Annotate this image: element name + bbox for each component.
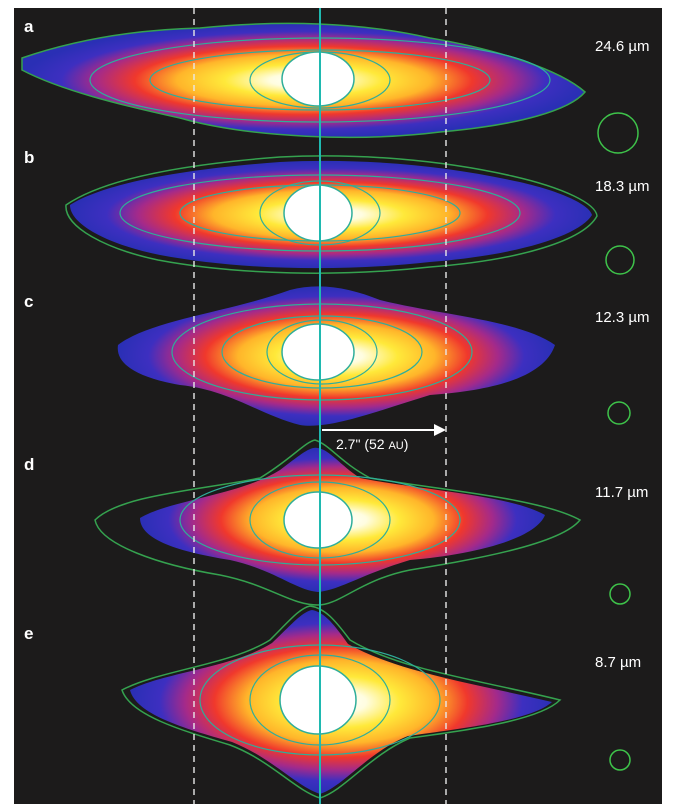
beam-circle-a (597, 112, 639, 154)
contour-c-3 (266, 319, 378, 385)
wavelength-label-c: 12.3 µm (595, 309, 650, 326)
beam-circle-c (607, 401, 631, 425)
contour-c-1 (171, 303, 473, 401)
scale-bar: 2.7" (52 AU) (322, 424, 446, 452)
core-d (283, 491, 353, 549)
panel-e (121, 605, 631, 799)
contour-c-2 (221, 315, 423, 389)
panel-label-c: c (24, 292, 33, 311)
wavelength-label-d: 11.7 µm (595, 484, 648, 501)
wavelength-label-b: 18.3 µm (595, 178, 650, 195)
wavelength-label-a: 24.6 µm (595, 38, 650, 55)
panel-label-e: e (24, 624, 33, 643)
scale-bar-label: 2.7" (52 AU) (336, 436, 408, 452)
core-a (281, 51, 355, 107)
outer-contour-e (121, 605, 562, 799)
outer-contour-b (65, 155, 598, 274)
outer-contour-a (21, 22, 587, 139)
arrowhead-icon (434, 424, 446, 436)
panel-a (21, 22, 639, 154)
core-e (279, 665, 357, 735)
wavelength-label-e: 8.7 µm (595, 654, 641, 671)
core-b (283, 184, 353, 242)
core-c (281, 323, 355, 381)
beam-circle-d (609, 583, 631, 605)
panel-label-b: b (24, 148, 34, 167)
beam-circle-e (609, 749, 631, 771)
panel-label-a: a (24, 17, 34, 36)
beam-circle-b (605, 245, 635, 275)
panel-label-d: d (24, 455, 34, 474)
outer-contour-d (94, 439, 582, 606)
